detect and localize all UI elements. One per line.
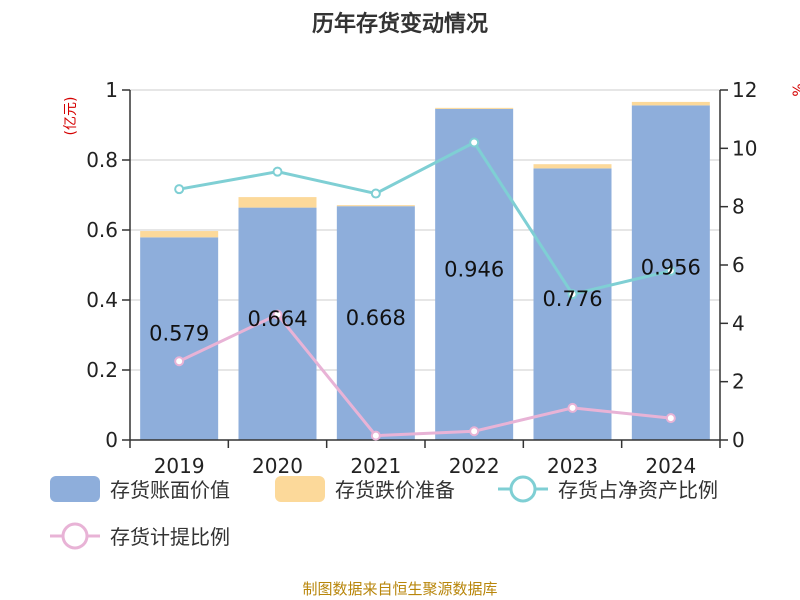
left-axis-unit: (亿元) [63,97,79,136]
data-label-book-value: 0.776 [542,287,602,311]
point-share [469,137,480,148]
right-axis-unit: % [791,83,800,96]
point-ratio [174,356,185,367]
data-label-book-value: 0.579 [149,322,209,346]
bar-book-value [533,168,612,440]
x-axis-tick-label: 2019 [154,454,205,478]
legend: 存货账面价值 存货跌价准备 存货占净资产比例 存货计提比例 [50,475,718,550]
data-label-book-value: 0.664 [247,307,307,331]
bar-book-value [140,237,219,440]
legend-label-reserve: 存货跌价准备 [335,478,455,502]
data-label-book-value: 0.956 [641,256,701,280]
bar-reserve [336,205,415,207]
left-axis-tick-label: 0.4 [86,288,118,312]
bar-book-value [435,108,514,441]
point-share [370,188,381,199]
legend-marker-share [509,475,537,503]
x-axis-tick-label: 2024 [645,454,696,478]
x-axis-tick-label: 2021 [350,454,401,478]
legend-marker-ratio [61,522,89,550]
legend-swatch-reserve [275,476,325,502]
legend-label-share: 存货占净资产比例 [558,478,718,502]
line-series [174,137,676,441]
line-share [178,140,672,296]
left-axis-tick-label: 1 [105,78,118,102]
chart-title: 历年存货变动情况 [311,12,488,37]
right-axis-tick-label: 12 [732,78,757,102]
point-ratio [272,309,283,320]
point-share [665,265,676,276]
x-axis-tick-label: 2023 [547,454,598,478]
left-axis-tick-label: 0.8 [86,148,118,172]
point-share [567,289,578,300]
point-ratio [469,426,480,437]
left-axis-tick-label: 0 [105,428,118,452]
point-ratio [665,413,676,424]
right-axis-tick-label: 10 [732,136,757,160]
legend-label-ratio: 存货计提比例 [110,525,230,549]
data-label-book-value: 0.946 [444,257,504,281]
data-label-book-value: 0.668 [346,306,406,330]
source-note: 制图数据来自恒生聚源数据库 [302,580,498,598]
point-share [174,184,185,195]
bar-book-value [336,206,415,440]
grid-lines [130,89,720,371]
right-axis-tick-label: 2 [732,370,745,394]
x-axis-tick-label: 2022 [449,454,500,478]
data-labels: 0.579 0.664 0.668 0.946 0.776 0.956 [149,256,701,346]
legend-label-book-value: 存货账面价值 [110,478,230,502]
right-axis-tick-label: 0 [732,428,745,452]
right-axis-tick-label: 4 [732,311,745,335]
right-axis-tick-label: 6 [732,253,745,277]
point-share [272,166,283,177]
right-axis-tick-label: 8 [732,195,745,219]
bar-reserve [238,197,317,208]
bar-reserve [435,107,514,109]
bar-series [140,101,710,441]
point-ratio [567,402,578,413]
legend-swatch-book-value [50,476,100,502]
line-ratio [178,312,671,438]
x-axis-tick-label: 2020 [252,454,303,478]
left-axis-tick-label: 0.6 [86,218,118,242]
bar-book-value [238,207,317,440]
bar-reserve [533,164,612,169]
bar-reserve [631,101,710,106]
left-axis-tick-label: 0.2 [86,358,118,382]
point-ratio [370,430,381,441]
bar-reserve [140,231,219,238]
